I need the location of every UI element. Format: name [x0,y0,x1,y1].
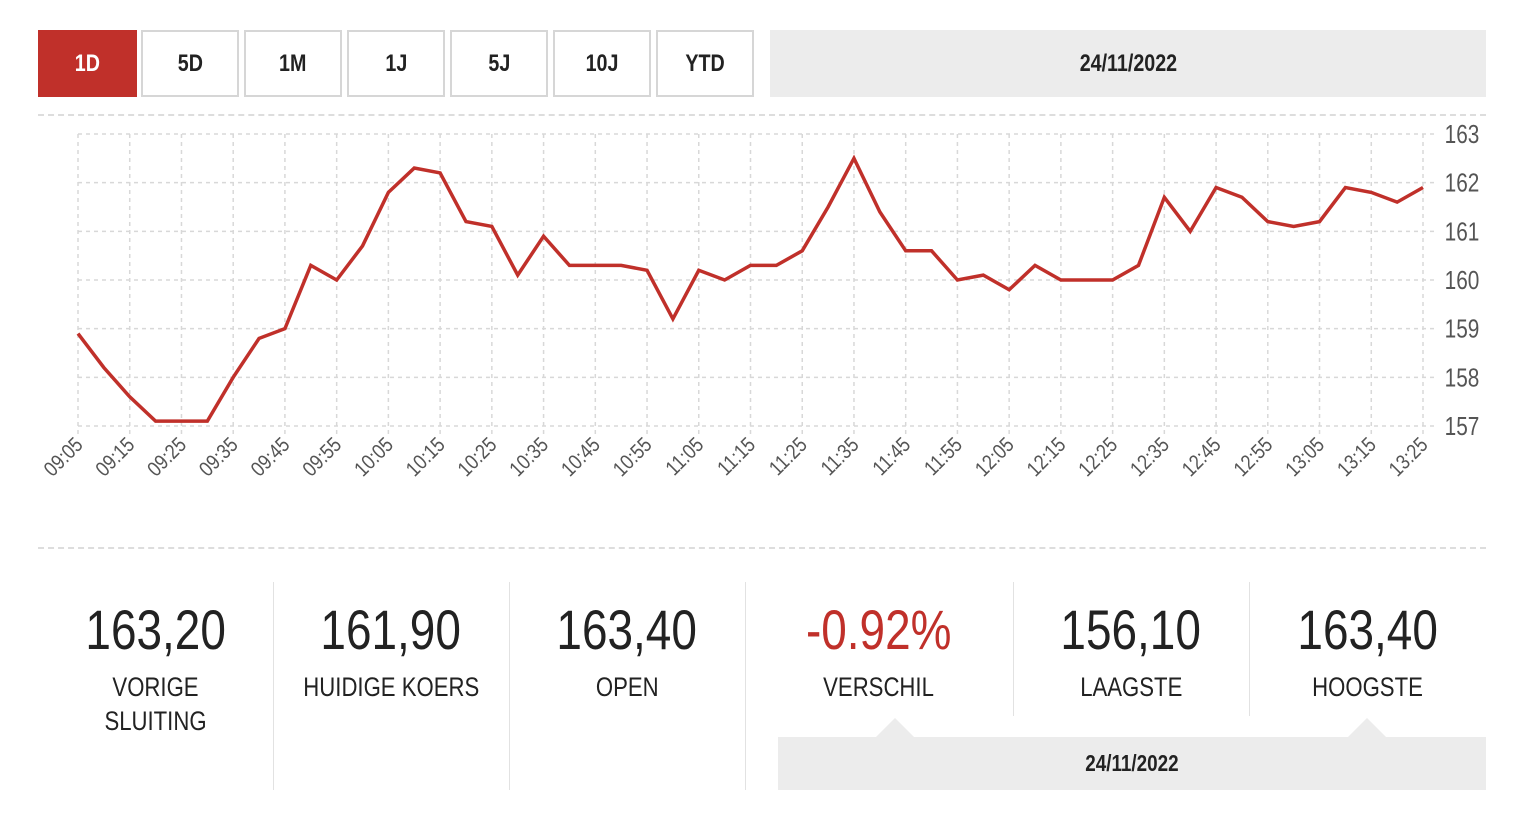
stat-divider [1013,582,1014,716]
x-tick-label: 10:45 [557,433,605,481]
stat-label: OPEN [595,672,659,702]
y-tick-label: 157 [1445,412,1480,441]
x-tick-label: 10:35 [505,433,553,481]
x-tick-label: 12:25 [1074,433,1122,481]
x-tick-label: 13:15 [1333,433,1381,481]
x-tick-label: 09:55 [298,433,346,481]
stat-laagste: 156,10 LAAGSTE [1013,590,1249,704]
stat-divider [745,582,746,790]
divider-bottom [38,547,1486,549]
range-button-1d[interactable]: 1D [38,30,137,97]
stat-divider [1249,582,1250,716]
x-tick-label: 13:25 [1384,433,1432,481]
y-tick-label: 162 [1445,168,1480,197]
stat-value: -0.92% [806,598,952,661]
footer-date: 24/11/2022 [778,737,1486,790]
x-tick-label: 12:35 [1126,433,1174,481]
price-line-chart: 157 158 159 160 161 162 163 09:05 09:15 09:25 09:3… [39,120,1480,482]
x-tick-label: 13:05 [1281,433,1329,481]
y-tick-label: 163 [1445,120,1480,149]
notch-verschil [876,718,914,737]
range-button-label: YTD [685,49,725,77]
stat-vorige-sluiting: 163,20 VORIGE SLUITING [38,590,273,738]
x-tick-label: 09:05 [39,433,87,481]
header-date-text: 24/11/2022 [1079,49,1177,77]
y-tick-label: 159 [1445,314,1480,343]
stat-hoogste: 163,40 HOOGSTE [1249,590,1486,704]
divider-top [38,114,1486,116]
stat-divider [273,582,274,790]
stat-label: HOOGSTE [1312,672,1423,702]
range-button-label: 1J [385,49,407,77]
y-tick-label: 161 [1445,217,1480,246]
range-button-label: 1M [279,49,307,77]
y-tick-label: 160 [1445,266,1480,295]
x-tick-label: 10:05 [350,433,398,481]
stat-value: 163,40 [556,598,698,661]
stat-divider [509,582,510,790]
notch-hoogste [1348,718,1386,737]
stat-verschil: -0.92% VERSCHIL [745,590,1013,704]
footer-date-text: 24/11/2022 [1085,750,1179,776]
x-tick-label: 09:35 [195,433,243,481]
header-date: 24/11/2022 [770,30,1486,97]
range-button-1m[interactable]: 1M [244,30,342,97]
stat-value: 163,40 [1297,598,1438,661]
x-tick-label: 11:05 [661,433,708,480]
x-tick-label: 12:55 [1229,433,1277,481]
x-tick-label: 09:45 [246,433,294,481]
x-tick-label: 10:15 [402,433,450,481]
stat-label: HUIDIGE KOERS [303,672,479,702]
range-button-label: 1D [74,49,101,77]
x-tick-label: 11:25 [765,433,812,480]
range-button-label: 10J [585,49,619,77]
stat-label: VORIGE SLUITING [104,672,207,736]
stat-huidige-koers: 161,90 HUIDIGE KOERS [273,590,509,704]
x-tick-label: 11:55 [920,433,967,480]
x-tick-label: 10:25 [453,433,501,481]
range-button-1j[interactable]: 1J [347,30,445,97]
range-button-label: 5D [177,49,203,77]
x-tick-label: 12:45 [1178,433,1226,481]
x-tick-label: 11:45 [868,433,915,480]
stat-label: VERSCHIL [823,672,935,702]
stat-value: 161,90 [320,598,462,661]
range-button-5d[interactable]: 5D [141,30,239,97]
range-button-label: 5J [488,49,510,77]
stat-label: LAAGSTE [1079,672,1183,702]
stat-value: 156,10 [1060,598,1202,661]
y-tick-label: 158 [1445,363,1480,392]
x-tick-label: 12:05 [971,433,1019,481]
range-button-10j[interactable]: 10J [553,30,651,97]
range-button-ytd[interactable]: YTD [656,30,754,97]
x-tick-label: 11:35 [816,433,863,480]
stat-value: 163,20 [85,598,226,661]
x-tick-label: 11:15 [713,433,760,480]
range-button-5j[interactable]: 5J [450,30,548,97]
x-tick-label: 12:15 [1022,433,1070,481]
x-tick-label: 10:55 [609,433,657,481]
stat-open: 163,40 OPEN [509,590,745,704]
x-tick-label: 09:25 [143,433,191,481]
x-tick-label: 09:15 [91,433,139,481]
